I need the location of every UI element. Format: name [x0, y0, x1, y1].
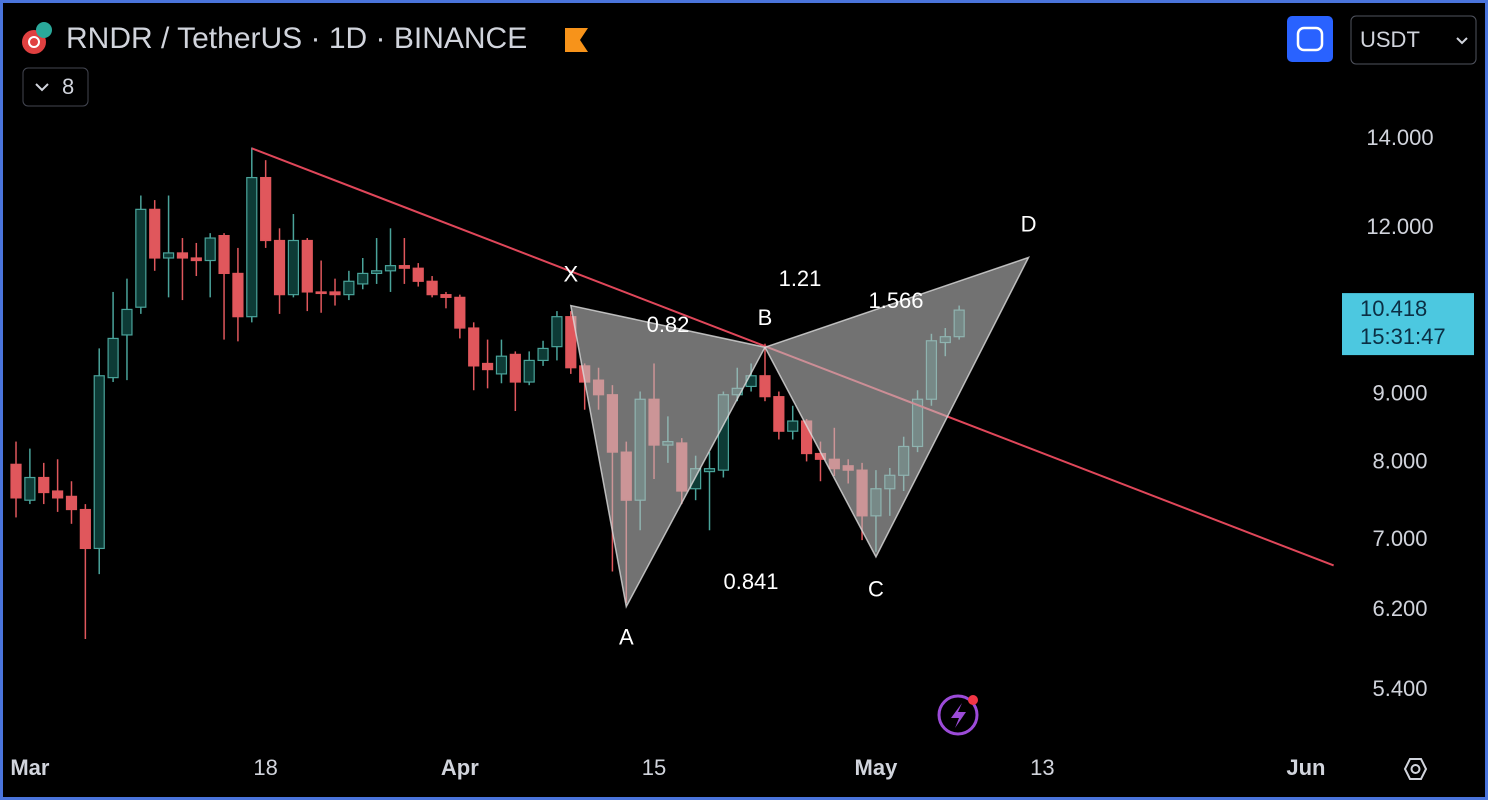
x-tick-label: 15 — [642, 755, 666, 780]
y-tick-label: 8.000 — [1372, 449, 1427, 474]
y-tick-label: 12.000 — [1366, 214, 1433, 239]
candle-body — [481, 362, 494, 371]
pattern-triangle — [569, 304, 767, 609]
candle-body — [759, 375, 771, 398]
chevron — [1456, 37, 1468, 45]
pattern-point-label: X — [563, 261, 578, 286]
symbol-title: RNDR / TetherUS · 1D · BINANCE — [66, 22, 527, 55]
candle-body — [398, 265, 410, 269]
candle-body — [121, 308, 133, 336]
y-tick-label: 6.200 — [1372, 596, 1427, 621]
candle-body — [218, 234, 230, 275]
candle-body — [315, 291, 327, 295]
x-tick-label: Jun — [1286, 755, 1325, 780]
candle-body — [24, 476, 36, 501]
pattern-triangle — [763, 256, 1031, 559]
candle-body — [773, 396, 785, 432]
candle-body — [426, 280, 438, 296]
candle-body — [38, 476, 50, 494]
candle-body — [107, 337, 119, 379]
lightning-button[interactable] — [937, 694, 979, 736]
countdown: 15:31:47 — [1360, 324, 1446, 349]
candle-body — [551, 316, 563, 348]
candle-body — [509, 353, 521, 383]
pattern-point-label: B — [758, 305, 773, 330]
candle-body — [176, 252, 189, 259]
x-tick-label: Mar — [10, 755, 50, 780]
currency-select[interactable] — [1350, 15, 1477, 65]
layout-button[interactable] — [1287, 16, 1333, 62]
candle-body — [52, 490, 64, 499]
candle-body — [523, 359, 535, 383]
candle-body — [440, 294, 452, 298]
candle-body — [537, 347, 549, 362]
candle-body — [703, 468, 716, 473]
candle-body — [301, 239, 313, 293]
candle-body — [371, 270, 383, 275]
candle-body — [357, 272, 369, 285]
candle-body — [10, 463, 22, 499]
x-tick-label: May — [855, 755, 899, 780]
lightning-icon — [951, 703, 966, 728]
candle-body — [260, 176, 272, 242]
candle-body — [412, 267, 424, 282]
price-label-box — [1342, 293, 1474, 356]
plot: 14.000 12.000 9.000 8.000 7.000 6.200 5.400 Mar… — [10, 125, 1474, 780]
candle-body — [495, 355, 508, 375]
candle-body — [204, 237, 216, 262]
pattern-point-label: A — [619, 624, 634, 649]
chevron — [35, 83, 49, 92]
candle-body — [468, 327, 480, 367]
last-price: 10.418 — [1360, 296, 1427, 321]
candle-body — [190, 257, 202, 262]
pattern-point-label: D — [1021, 211, 1037, 236]
x-tick-label: 18 — [253, 755, 277, 780]
ratio-label: 1.566 — [868, 288, 923, 313]
pattern-point-label: C — [868, 577, 884, 602]
candle-body — [246, 176, 258, 318]
y-tick-label: 14.000 — [1366, 125, 1433, 150]
candle-body — [149, 208, 161, 259]
y-tick-label: 9.000 — [1372, 381, 1427, 406]
x-tick-label: Apr — [441, 755, 479, 780]
candle-body — [343, 280, 355, 296]
symbol-icon-badge — [36, 22, 52, 38]
ratio-label: 0.82 — [647, 312, 690, 337]
candle-body — [93, 375, 105, 550]
indicator-toggle[interactable] — [22, 67, 89, 107]
ratio-label: 0.841 — [723, 569, 778, 594]
candle-body — [384, 265, 397, 272]
candle-body — [162, 252, 175, 259]
candle-body — [135, 208, 147, 308]
y-tick-label: 5.400 — [1372, 676, 1427, 701]
candle-body — [787, 420, 799, 432]
layout-icon — [1296, 26, 1324, 52]
x-tick-label: 13 — [1030, 755, 1054, 780]
settings-icon — [1410, 764, 1421, 774]
ratio-label: 1.21 — [779, 266, 822, 291]
candle-body — [65, 495, 78, 511]
candle-body — [232, 272, 244, 318]
y-tick-label: 7.000 — [1372, 526, 1427, 551]
notification-dot — [968, 695, 978, 705]
candle-body — [454, 296, 466, 329]
settings-button[interactable] — [1403, 758, 1428, 780]
candle-body — [329, 291, 341, 296]
candle-body — [273, 239, 286, 296]
flag[interactable] — [565, 28, 588, 52]
indicator-count: 8 — [62, 74, 74, 99]
candle-body — [287, 239, 300, 296]
candle-body — [565, 316, 577, 369]
symbol-icon-ring — [28, 36, 40, 48]
currency-label: USDT — [1360, 27, 1420, 52]
candle-body — [79, 508, 91, 550]
